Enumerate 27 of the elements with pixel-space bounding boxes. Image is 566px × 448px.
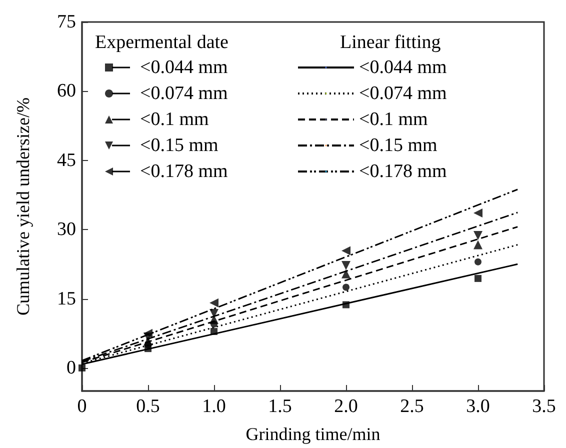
annotation: Expermental date [95,32,228,53]
x-axis-title: Grinding time/min [246,424,380,444]
legend-label: <0.044 mm [359,57,447,78]
y-tick-label: 75 [57,12,76,32]
y-tick-label: 30 [57,219,76,240]
legend-label: <0.178 mm [359,161,447,182]
y-axis-title: Cumulative yield undersize/% [13,98,33,316]
legend-label: <0.178 mm [140,161,228,182]
y-tick-label: 0 [66,357,76,378]
legend-label: <0.1 mm [140,109,209,130]
x-tick-label: 3.5 [532,396,556,417]
y-tick-label: 45 [57,150,76,171]
x-tick-label: 0.5 [136,396,160,417]
x-tick-label: 1.0 [202,396,226,417]
legend-label: <0.15 mm [140,135,218,156]
y-tick-label: 15 [57,288,76,310]
legend-label: <0.15 mm [359,135,438,156]
legend-label: <0.044 mm [140,57,228,78]
x-tick-label: 2.0 [334,396,358,417]
annotation: Linear fitting [340,32,442,53]
legend-label: <0.074 mm [140,83,228,104]
legend-label: <0.074 mm [359,83,447,104]
x-tick-label: 2.5 [400,396,424,417]
legend-label: <0.1 mm [359,109,428,130]
y-tick-label: 60 [57,80,76,102]
x-tick-label: 1.5 [268,396,292,417]
x-tick-label: 3.0 [466,396,490,417]
